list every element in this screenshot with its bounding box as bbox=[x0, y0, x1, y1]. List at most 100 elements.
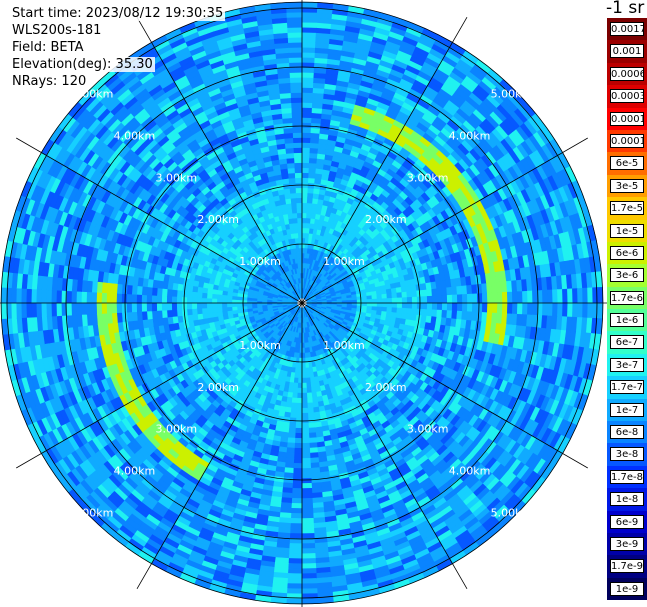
heatmap-cell bbox=[301, 1, 319, 8]
heatmap-cell bbox=[401, 307, 408, 315]
heatmap-cell bbox=[516, 302, 524, 315]
heatmap-cell bbox=[301, 137, 312, 144]
heatmap-cell bbox=[301, 382, 307, 389]
heatmap-cell bbox=[366, 298, 373, 304]
heatmap-cell bbox=[301, 477, 312, 484]
heatmap-cell bbox=[286, 583, 303, 590]
heatmap-cell bbox=[301, 598, 319, 605]
heatmap-cell bbox=[511, 291, 518, 304]
heatmap-cell bbox=[562, 288, 569, 304]
heatmap-cell bbox=[532, 302, 539, 316]
heatmap-cell bbox=[301, 472, 312, 479]
heatmap-cell bbox=[366, 302, 373, 308]
heatmap-cell bbox=[287, 432, 296, 439]
heatmap-cell bbox=[295, 407, 303, 414]
heatmap-cell bbox=[290, 402, 298, 409]
heatmap-cell bbox=[491, 302, 498, 314]
heatmap-cell bbox=[506, 291, 513, 304]
heatmap-cell bbox=[380, 289, 388, 295]
heatmap-cell bbox=[301, 543, 316, 550]
heatmap-cell bbox=[304, 362, 310, 369]
heatmap-cell bbox=[307, 192, 314, 199]
heatmap-cell bbox=[301, 147, 311, 154]
heatmap-cell bbox=[301, 502, 314, 509]
heatmap-cell bbox=[547, 302, 554, 317]
heatmap-cell bbox=[286, 588, 303, 595]
heatmap-cell bbox=[308, 157, 318, 164]
heatmap-cell bbox=[301, 36, 317, 43]
heatmap-cell bbox=[293, 452, 303, 459]
heatmap-cell bbox=[441, 309, 448, 319]
heatmap-cell bbox=[288, 427, 296, 434]
heatmap-cell bbox=[371, 298, 378, 304]
heatmap-cell bbox=[301, 232, 307, 239]
heatmap-cell bbox=[301, 442, 310, 449]
heatmap-cell bbox=[421, 296, 428, 304]
heatmap-cell bbox=[301, 578, 318, 585]
heatmap-cell bbox=[522, 290, 529, 304]
heatmap-cell bbox=[307, 412, 315, 419]
heatmap-cell bbox=[446, 302, 453, 312]
heatmap-cell bbox=[293, 457, 303, 464]
heatmap-cell bbox=[301, 568, 317, 575]
heatmap-cell bbox=[301, 162, 310, 169]
heatmap-cell bbox=[301, 197, 308, 204]
heatmap-cell bbox=[290, 407, 297, 414]
heatmap-cell bbox=[391, 297, 398, 304]
heatmap-cell bbox=[292, 462, 303, 469]
heatmap-cell bbox=[386, 307, 393, 313]
heatmap-cell bbox=[291, 497, 303, 504]
heatmap-cell bbox=[301, 497, 313, 504]
heatmap-cell bbox=[471, 293, 478, 304]
heatmap-cell bbox=[301, 66, 315, 73]
heatmap-cell bbox=[406, 291, 413, 298]
heatmap-cell bbox=[301, 92, 314, 99]
heatmap-cell bbox=[306, 212, 312, 219]
heatmap-cell bbox=[421, 302, 428, 310]
heatmap-cell bbox=[301, 412, 309, 419]
heatmap-cell bbox=[301, 372, 307, 379]
heatmap-cell bbox=[301, 87, 314, 94]
heatmap-cell bbox=[356, 296, 363, 301]
heatmap-cell bbox=[411, 290, 418, 298]
heatmap-cell bbox=[310, 386, 317, 394]
heatmap-cell bbox=[572, 302, 579, 318]
heatmap-cell bbox=[411, 302, 418, 310]
heatmap-cell bbox=[301, 377, 307, 384]
heatmap-cell bbox=[557, 289, 564, 304]
heatmap-cell bbox=[292, 387, 298, 394]
backscatter-heatmap bbox=[0, 1, 604, 605]
heatmap-cell bbox=[481, 302, 488, 314]
heatmap-cell bbox=[288, 558, 303, 565]
heatmap-cell bbox=[296, 402, 303, 409]
heatmap-cell bbox=[306, 387, 312, 394]
heatmap-cell bbox=[481, 292, 488, 304]
heatmap-cell bbox=[301, 367, 307, 374]
heatmap-cell bbox=[426, 302, 433, 311]
heatmap-cell bbox=[308, 442, 318, 449]
heatmap-cell bbox=[288, 422, 297, 429]
heatmap-cell bbox=[552, 289, 559, 304]
heatmap-cell bbox=[294, 427, 303, 434]
heatmap-cell bbox=[406, 296, 413, 304]
heatmap-cell bbox=[301, 422, 309, 429]
heatmap-cell bbox=[406, 302, 413, 310]
heatmap-cell bbox=[297, 372, 303, 379]
heatmap-cell bbox=[288, 548, 303, 555]
heatmap-cell bbox=[291, 492, 303, 499]
heatmap-cell bbox=[285, 447, 295, 454]
heatmap-cell bbox=[292, 477, 303, 484]
heatmap-cell bbox=[301, 427, 310, 434]
heatmap-cell bbox=[290, 512, 303, 519]
heatmap-cell bbox=[308, 432, 317, 439]
heatmap-cell bbox=[290, 517, 303, 525]
heatmap-cell bbox=[301, 523, 315, 530]
heatmap-cell bbox=[309, 152, 319, 159]
heatmap-cell bbox=[301, 142, 311, 149]
heatmap-cell bbox=[376, 294, 383, 300]
heatmap-cell bbox=[301, 528, 315, 535]
heatmap-cell bbox=[301, 452, 311, 459]
heatmap-cell bbox=[301, 107, 313, 114]
heatmap-cell bbox=[301, 132, 312, 139]
heatmap-cell bbox=[301, 583, 318, 590]
